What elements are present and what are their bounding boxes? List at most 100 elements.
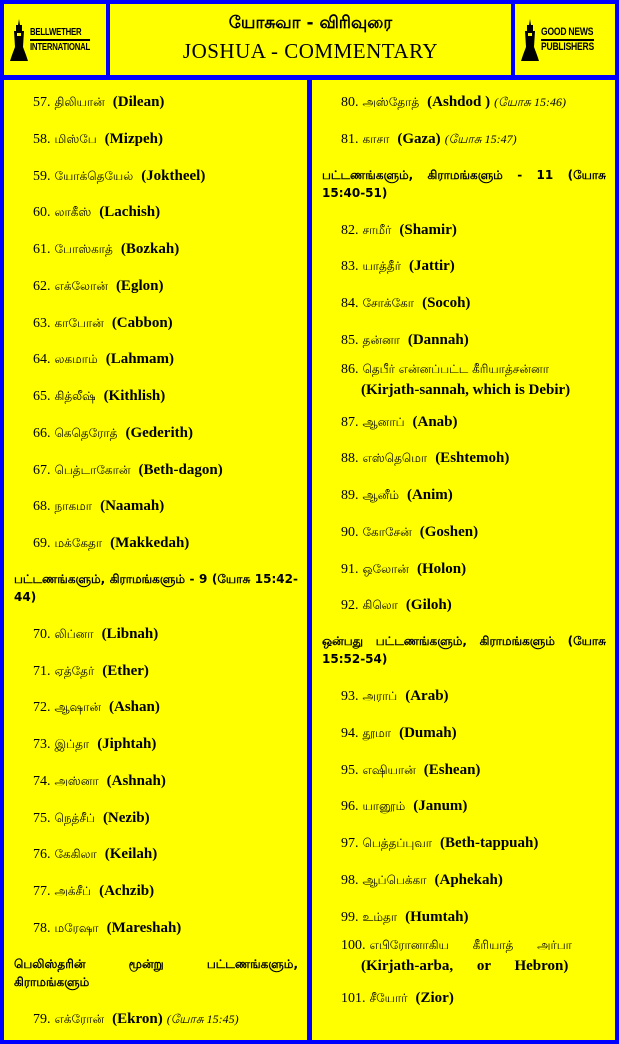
place-name-english: (Eshean) [423, 761, 481, 778]
item-number: 81. [341, 131, 359, 147]
scripture-reference: (யோசு 15:47) [444, 131, 517, 146]
list-item: 101. சீயோர் (Zior) [312, 980, 615, 1017]
place-name-english: (Eshtemoh) [435, 450, 510, 467]
list-item: 68. நாகமா (Naamah) [4, 488, 307, 525]
place-name-tamil: சாமீர் [362, 222, 392, 237]
item-number: 68. [33, 499, 51, 515]
place-name-tamil: நெத்சீப் [54, 810, 95, 825]
place-name-english: (Arab) [405, 688, 449, 704]
place-name-tamil: மிஸ்பே [54, 131, 97, 146]
place-name-tamil: ஒலோன் [362, 561, 409, 576]
item-number: 89. [341, 488, 359, 503]
item-number: 92. [341, 598, 359, 614]
place-name-tamil: யாத்தீர் [362, 259, 401, 274]
list-item: 69. மக்கேதா (Makkedah) [4, 525, 307, 562]
place-name-tamil: கெதெரோத் [54, 425, 118, 440]
item-number: 66. [33, 425, 51, 441]
place-name-tamil: காபோன் [54, 315, 104, 330]
item-number: 83. [341, 259, 359, 275]
place-name-tamil: போஸ்காத் [54, 242, 113, 256]
place-name-tamil: ஆனீம் [362, 488, 399, 502]
item-number: 98. [341, 872, 359, 888]
place-name-tamil: திலியான் [54, 95, 105, 109]
list-item: 99. உம்தா (Humtah) [312, 899, 615, 936]
place-name-english: (Cabbon) [111, 314, 173, 331]
list-item: 84. சோக்கோ (Socoh) [312, 285, 615, 322]
logo-line-2: INTERNATIONAL [30, 41, 91, 53]
list-item: 83. யாத்தீர் (Jattir) [312, 248, 615, 285]
list-item: 90. கோசேன் (Goshen) [312, 514, 615, 551]
list-item: 86. தெபீர் என்னப்பட்ட கீரியாத்சன்னா (Kirja… [312, 359, 615, 404]
place-name-tamil: தெபீர் என்னப்பட்ட கீரியாத்சன்னா [362, 361, 549, 376]
place-name-tamil: எபிரோனாகிய கீரியாத் அர்பா [369, 938, 572, 953]
place-name-tamil: காசா [362, 131, 390, 146]
item-number: 82. [341, 222, 359, 238]
place-name-english: (Dannah) [407, 331, 469, 348]
place-name-english: (Aphekah) [434, 871, 503, 888]
place-name-english: (Kirjath-arba, or Hebron) [361, 958, 569, 975]
list-item: 57. திலியான் (Dilean) [4, 84, 307, 121]
place-name-english: (Beth-dagon) [138, 461, 223, 478]
good-news-publishers-logo: GOOD NEWS PUBLISHERS [515, 4, 615, 75]
place-name-english: (Shamir) [399, 221, 457, 238]
list-item: 67. பெத்டாகோன் (Beth-dagon) [4, 452, 307, 489]
item-number: 97. [341, 836, 359, 851]
place-name-english: (Anim) [406, 487, 453, 503]
bell-tower-icon [521, 18, 539, 61]
item-number: 74. [33, 773, 51, 789]
list-item: 85. தன்னா (Dannah) [312, 322, 615, 359]
item-number: 58. [33, 131, 51, 147]
item-number: 76. [33, 847, 51, 863]
list-item: 78. மரேஷா (Mareshah) [4, 910, 307, 947]
place-name-english: (Ekron) [112, 1010, 163, 1027]
list-item: 62. எக்லோன் (Eglon) [4, 268, 307, 305]
list-item: 70. லிப்னா (Libnah) [4, 616, 307, 653]
list-item: 75. நெத்சீப் (Nezib) [4, 800, 307, 837]
item-number: 78. [33, 920, 51, 936]
place-name-english: (Ashnah) [106, 772, 166, 789]
place-name-tamil: பெத்தப்புவா [362, 836, 433, 850]
place-name-english: (Anab) [412, 413, 458, 430]
page-header: யோசுவா - விரிவுரை JOSHUA - COMMENTARY [110, 4, 511, 75]
item-number: 60. [33, 205, 51, 221]
item-number: 85. [341, 332, 359, 348]
item-number: 67. [33, 462, 51, 478]
place-name-tamil: எக்ரோன் [54, 1011, 105, 1026]
list-item: 58. மிஸ்பே (Mizpeh) [4, 121, 307, 158]
list-item: 87. ஆனாப் (Anab) [312, 404, 615, 441]
title-tamil: யோசுவா - விரிவுரை [228, 13, 393, 33]
scripture-reference: (யோசு 15:45) [166, 1011, 239, 1026]
place-name-tamil: லிப்னா [54, 626, 94, 641]
place-name-tamil: அக்சீப் [54, 884, 92, 898]
place-name-tamil: சோக்கோ [362, 296, 415, 310]
list-item: 74. அஸ்னா (Ashnah) [4, 763, 307, 800]
place-name-english: (Lachish) [99, 204, 161, 221]
place-name-english: (Humtah) [405, 908, 469, 925]
place-name-tamil: அராப் [362, 689, 398, 703]
place-name-tamil: கோசேன் [362, 524, 412, 539]
bell-tower-icon [10, 18, 28, 61]
place-name-english: (Makkedah) [110, 535, 190, 551]
place-name-tamil: யோக்தெயேல் [54, 168, 134, 183]
place-name-english: (Janum) [413, 798, 468, 815]
place-name-english: (Lahmam) [105, 351, 175, 368]
item-number: 62. [33, 278, 51, 294]
list-item: 66. கெதெரோத் (Gederith) [4, 415, 307, 452]
list-item: 91. ஒலோன் (Holon) [312, 551, 615, 588]
logo-line-1: GOOD NEWS [541, 26, 594, 41]
place-name-tamil: அஸ்தோத் [362, 95, 420, 109]
place-name-tamil: எஷியான் [362, 762, 416, 777]
list-item: 64. லகமாம் (Lahmam) [4, 341, 307, 378]
list-item: 82. சாமீர் (Shamir) [312, 212, 615, 249]
item-number: 99. [341, 909, 359, 925]
list-item: 89. ஆனீம் (Anim) [312, 477, 615, 514]
section-heading: பட்டணங்களும், கிராமங்களும் - 9 (யோசு 15:… [14, 571, 298, 604]
item-number: 87. [341, 414, 359, 430]
place-name-english: (Nezib) [102, 809, 150, 826]
item-number: 90. [341, 524, 359, 540]
right-column: 80. அஸ்தோத் (Ashdod ) (யோசு 15:46) 81. காசா (G… [312, 80, 615, 1040]
list-item: 73. இப்தா (Jiphtah) [4, 726, 307, 763]
list-item: 93. அராப் (Arab) [312, 678, 615, 715]
list-item: 76. கேகிலா (Keilah) [4, 836, 307, 873]
place-name-english: (Ether) [102, 662, 149, 679]
